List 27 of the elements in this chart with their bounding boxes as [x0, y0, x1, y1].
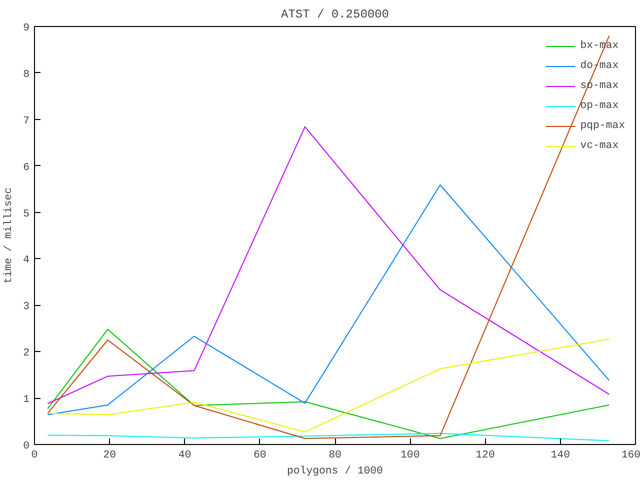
legend-label: vc-max	[580, 140, 619, 152]
y-tick-label: 3	[23, 301, 30, 314]
chart-title: ATST / 0.250000	[280, 8, 390, 22]
x-tick-label: 0	[31, 450, 38, 462]
legend-label: op-max	[580, 100, 619, 112]
line-series	[47, 184, 610, 416]
y-tick-label: 0	[23, 440, 30, 452]
y-tick-label: 2	[23, 348, 30, 360]
y-tick-label: 7	[23, 115, 30, 128]
legend-label: pqp-max	[580, 120, 625, 132]
x-tick-label: 160	[621, 450, 640, 462]
x-tick-label: 60	[253, 450, 266, 462]
x-tick-label: 120	[476, 450, 495, 462]
x-axis-title: polygons / 1000	[287, 466, 383, 478]
y-tick-label: 9	[23, 22, 30, 34]
y-tick-label: 4	[23, 254, 30, 267]
x-tick-label: 140	[550, 450, 570, 462]
x-tick-label: 40	[178, 450, 192, 462]
y-tick-label: 5	[23, 208, 30, 220]
y-tick-label: 6	[23, 162, 30, 174]
line-series	[47, 432, 610, 442]
y-axis-title: time / millisec	[3, 188, 16, 284]
y-tick-label: 1	[23, 394, 30, 406]
x-tick-label: 100	[400, 450, 420, 462]
x-tick-label: 20	[103, 450, 116, 462]
x-tick-label: 80	[328, 450, 342, 462]
y-tick-label: 8	[23, 68, 30, 81]
